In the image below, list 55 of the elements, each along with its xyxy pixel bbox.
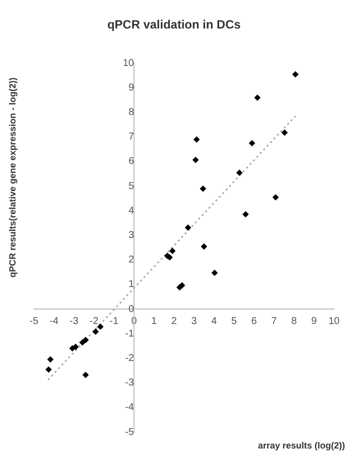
x-tick-label: -1 (110, 316, 119, 327)
y-tick-label: 5 (128, 180, 134, 192)
y-tick-label: -1 (125, 328, 134, 340)
x-tick-label: -3 (70, 316, 79, 327)
y-tick-label: 1 (128, 279, 134, 290)
x-axis-title: array results (log(2)) (258, 440, 345, 450)
y-axis-title: qPCR results(relative gene expression - log(2)) (7, 77, 18, 278)
x-tick-label: -2 (90, 316, 99, 327)
y-tick-label: 7 (128, 132, 134, 143)
y-tick-label: -2 (125, 352, 134, 364)
point (248, 140, 256, 146)
point (82, 372, 89, 378)
x-tick-label: 2 (171, 316, 178, 327)
point (169, 248, 176, 254)
point (45, 366, 52, 373)
x-tick-label: 3 (191, 316, 198, 327)
y-tick-label: -5 (125, 426, 134, 438)
point (97, 324, 104, 330)
y-tick-label: 9 (128, 82, 134, 94)
x-tick-label: 1 (151, 316, 158, 327)
point (211, 270, 218, 276)
y-tick-label: 2 (128, 254, 134, 266)
point (192, 156, 199, 164)
point (292, 71, 299, 78)
y-tick-label: -4 (125, 402, 134, 414)
x-tick-label: 8 (291, 316, 298, 327)
x-tick-label: 5 (231, 316, 238, 327)
y-tick-label: 6 (128, 156, 134, 168)
point (200, 243, 208, 250)
point (79, 339, 86, 346)
x-tick-label: 7 (271, 316, 278, 327)
point (47, 356, 54, 363)
y-tick-label: -3 (125, 378, 134, 389)
y-tick-label: 4 (128, 205, 134, 216)
x-tick-label: 6 (251, 316, 258, 327)
x-tick-label: -5 (30, 316, 39, 327)
point (193, 136, 200, 143)
y-tick-label: 0 (128, 304, 134, 315)
point (254, 94, 261, 101)
x-tick-label: -4 (50, 316, 59, 327)
x-tick-label: 9 (311, 316, 318, 327)
point (236, 170, 243, 176)
x-tick-label: 10 (328, 316, 340, 327)
point (272, 194, 279, 201)
x-tick-label: 4 (211, 316, 218, 327)
point (92, 328, 99, 335)
point (281, 129, 288, 136)
point (69, 345, 76, 352)
point (184, 224, 192, 231)
point (178, 282, 186, 289)
chart-title: qPCR validation in DCs (107, 17, 241, 32)
y-tick-label: 10 (122, 58, 134, 69)
y-tick-label: 3 (128, 230, 134, 241)
point (242, 211, 249, 218)
y-tick-label: 8 (128, 106, 134, 118)
